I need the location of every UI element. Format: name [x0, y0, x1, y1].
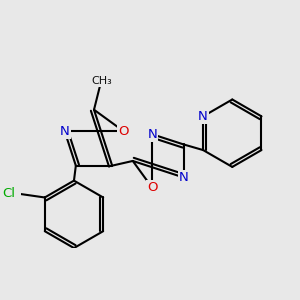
Text: N: N: [198, 110, 208, 123]
Text: N: N: [179, 171, 188, 184]
Text: Cl: Cl: [2, 187, 15, 200]
Text: O: O: [118, 124, 129, 138]
Text: N: N: [147, 128, 157, 141]
Text: O: O: [147, 181, 158, 194]
Text: CH₃: CH₃: [91, 76, 112, 86]
Text: N: N: [60, 124, 70, 138]
